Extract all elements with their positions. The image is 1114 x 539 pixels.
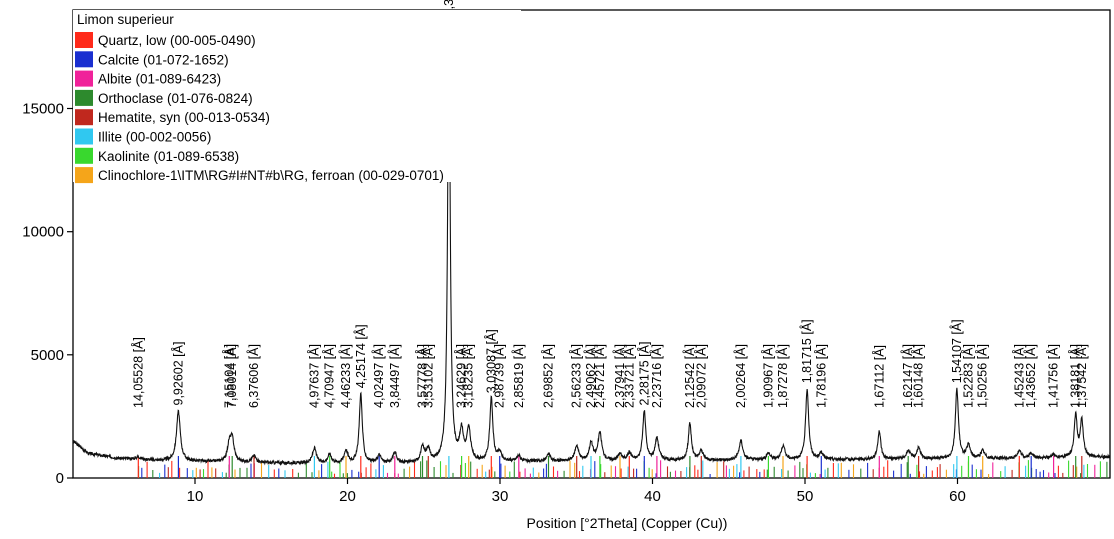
x-tick-label: 30 xyxy=(492,488,509,505)
y-tick-label: 5000 xyxy=(31,347,64,364)
peak-label: 4,02497 [Å] xyxy=(371,344,386,408)
peak-label: 2,28175 [Å] xyxy=(636,342,651,406)
peak-label: 1,90967 [Å] xyxy=(760,344,775,408)
legend-swatch xyxy=(75,128,93,145)
x-tick-label: 10 xyxy=(187,488,204,505)
peak-label: 1,78196 [Å] xyxy=(813,344,828,408)
peak-label: 2,45721 [Å] xyxy=(592,344,607,408)
peak-label: 2,56233 [Å] xyxy=(569,344,584,408)
peak-label: 3,84497 [Å] xyxy=(387,344,402,408)
peak-label: 2,85819 [Å] xyxy=(511,344,526,408)
pattern-trace-layer xyxy=(72,24,1111,467)
legend-entry-label: Quartz, low (00-005-0490) xyxy=(98,33,256,48)
legend-entry-label: Calcite (01-072-1652) xyxy=(98,52,229,67)
y-tick-label: 15000 xyxy=(22,101,64,118)
peak-label: 2,23716 [Å] xyxy=(649,344,664,408)
peak-label: 3,57778 [Å] xyxy=(415,344,430,408)
peak-label: 2,98739 [Å] xyxy=(492,344,507,408)
legend-entry-label: Orthoclase (01-076-0824) xyxy=(98,91,253,106)
peak-label: 1,50256 [Å] xyxy=(975,344,990,408)
peak-labels: 14,05528 [Å] 9,92602 [Å] 7,15104 [Å]7,0801… xyxy=(130,0,1089,408)
peak-label: 3,18235 [Å] xyxy=(461,344,476,408)
peak-label: 2,49062 [Å] xyxy=(583,344,598,408)
peak-label: 7,15104 [Å] xyxy=(221,344,236,408)
legend: Limon superieur Quartz, low (00-005-0490… xyxy=(73,10,521,184)
legend-swatch xyxy=(75,109,93,126)
peak-label: 1,81715 [Å] xyxy=(799,319,814,383)
peak-label: 1,62147 [Å] xyxy=(900,344,915,408)
peak-label: 2,09072 [Å] xyxy=(693,344,708,408)
peak-label: 1,87278 [Å] xyxy=(775,344,790,408)
peak-label: 2,33721 [Å] xyxy=(621,344,636,408)
legend-swatch xyxy=(75,32,93,48)
peak-label: 1,67112 [Å] xyxy=(871,345,886,408)
legend-entry-label: Albite (01-089-6423) xyxy=(98,72,221,87)
peak-label: 1,45243 [Å] xyxy=(1011,344,1026,408)
legend-entry-label: Hematite, syn (00-013-0534) xyxy=(98,110,270,125)
peak-label: 14,05528 [Å] xyxy=(130,337,145,408)
legend-swatch xyxy=(75,89,93,106)
legend-swatch xyxy=(75,147,93,164)
peak-label: 2,69852 [Å] xyxy=(541,344,556,408)
peak-label: 1,43652 [Å] xyxy=(1023,344,1038,408)
peak-label: 7,08014 [Å] xyxy=(224,344,239,408)
peak-label: 2,00264 [Å] xyxy=(733,344,748,408)
legend-entry-label: Kaolinite (01-089-6538) xyxy=(98,149,239,164)
legend-box xyxy=(73,10,521,182)
y-tick-label: 10000 xyxy=(22,224,64,241)
x-tick-label: 50 xyxy=(797,488,814,505)
legend-title: Limon superieur xyxy=(77,12,174,27)
peak-label: 4,97637 [Å] xyxy=(306,344,321,408)
peak-label: 3,24629 [Å] xyxy=(454,344,469,408)
reference-sticks xyxy=(137,456,1108,478)
y-tick-label: 0 xyxy=(56,470,64,487)
peak-label: 1,60148 [Å] xyxy=(911,344,926,408)
peak-label: 4,46233 [Å] xyxy=(338,344,353,408)
peak-label: 4,25174 [Å] xyxy=(353,324,368,388)
peak-label: 9,92602 [Å] xyxy=(170,342,185,406)
peak-label: 1,37542 [Å] xyxy=(1074,344,1089,408)
legend-entry-label: Clinochlore-1\ITM\RG#I#NT#b\RG, ferroan … xyxy=(98,168,444,183)
peak-label: 1,41756 [Å] xyxy=(1046,344,1061,408)
peak-label: 2,12542 [Å] xyxy=(682,344,697,408)
x-tick-label: 60 xyxy=(949,488,966,505)
x-tick-label: 20 xyxy=(339,488,356,505)
peak-label: 1,52283 [Å] xyxy=(961,344,976,408)
x-tick-label: 40 xyxy=(644,488,661,505)
peak-label: 1,54107 [Å] xyxy=(949,319,964,383)
legend-swatch xyxy=(75,70,93,87)
peak-label: 2,37941 [Å] xyxy=(612,344,627,408)
legend-entry-label: Illite (00-002-0056) xyxy=(98,130,211,145)
pattern-trace xyxy=(72,24,1111,467)
peak-label: 3,53102 [Å] xyxy=(420,344,435,408)
peak-label: 1,38181 [Å] xyxy=(1068,344,1083,408)
legend-swatch xyxy=(75,167,93,184)
legend-swatch xyxy=(75,51,93,68)
peak-label: 3,03087 [Å] xyxy=(483,329,498,393)
x-axis-title: Position [°2Theta] (Copper (Cu)) xyxy=(527,515,728,531)
peak-label: 6,37606 [Å] xyxy=(246,344,261,408)
axes: 0 5000 10000 15000 10 20 30 40 50 60 xyxy=(22,101,966,506)
peak-label: 4,70947 [Å] xyxy=(322,344,337,408)
